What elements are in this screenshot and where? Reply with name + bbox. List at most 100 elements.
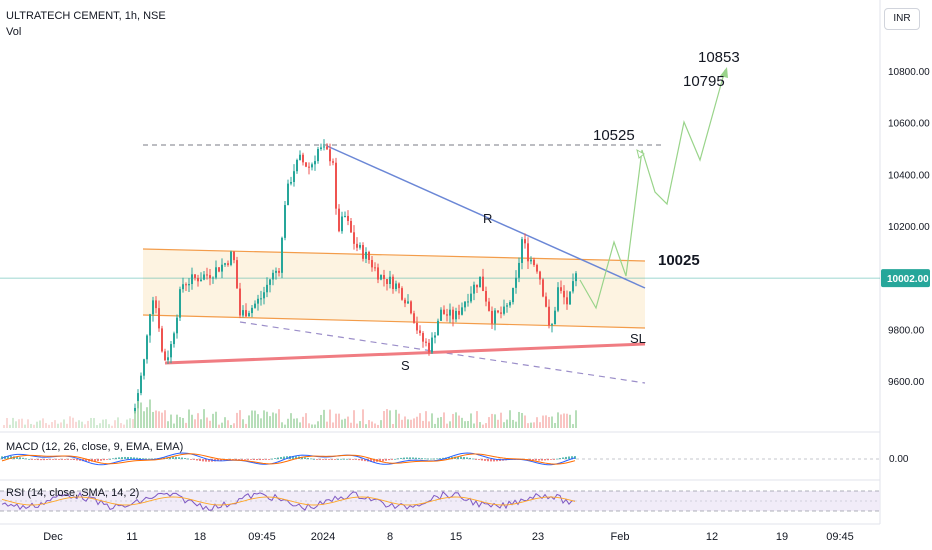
volume-bar [18,419,20,428]
symbol-legend[interactable]: ULTRATECH CEMENT, 1h, NSE [6,10,166,22]
candle-body [137,393,139,408]
price-axis[interactable]: 0.00 10800.00 10600.00 10400.00 10200.00 9800… [881,67,930,465]
volume-bar [503,422,505,428]
candle-body [167,357,169,361]
volume-bar [317,421,319,428]
candle-body [413,313,415,323]
volume-bar [224,417,226,428]
volume-bar [236,412,238,428]
candle-body [380,275,382,280]
time-axis-tick: 19 [776,531,788,543]
volume-bar [515,421,517,428]
volume-bar [527,423,529,428]
volume-bar [443,412,445,428]
macd-histogram-bar [190,459,192,460]
macd-histogram-bar [196,459,198,461]
macd-histogram-bar [556,458,558,460]
volume-bar [446,423,448,428]
volume-bar [281,422,283,428]
volume-legend[interactable]: Vol [6,26,22,38]
macd-histogram-bar [268,459,270,460]
candle-body [467,301,469,303]
candle-body [443,309,445,315]
volume-bar [482,424,484,428]
candle-body [176,317,178,334]
volume-bar [518,411,520,428]
macd-histogram-bar [28,458,30,460]
volume-bar [398,413,400,428]
candle-body [497,310,499,313]
macd-histogram-bar [418,457,420,459]
volume-bar [305,413,307,428]
volume-bar [299,422,301,428]
volume-bar [45,423,47,428]
macd-histogram-bar [280,457,282,459]
macd-histogram-bar [559,458,561,459]
volume-bar [209,420,211,428]
candle-body [314,161,316,165]
volume-bar [332,422,334,428]
volume-bar [173,423,175,428]
target-label-10853: 10853 [698,49,740,66]
volume-bar [509,410,511,428]
currency-button[interactable]: INR [884,8,920,30]
macd-pane[interactable] [0,452,880,466]
rsi-pane[interactable] [0,490,880,512]
macd-histogram-bar [79,459,81,461]
volume-bar [560,414,562,428]
volume-bar [470,413,472,428]
macd-histogram-bar [340,458,342,460]
candle-body [473,284,475,294]
stop-loss-line [164,342,646,365]
volume-bar [530,422,532,428]
candle-body [524,239,526,244]
macd-histogram-bar [205,459,207,462]
macd-histogram-bar [496,459,498,462]
candle-body [422,333,424,342]
candle-body [572,281,574,292]
macd-histogram-bar [475,459,477,460]
candle-body [206,274,208,276]
volume-bar [266,411,268,428]
volume-layer [3,399,577,428]
macd-histogram-bar [487,459,489,462]
macd-histogram-bar [142,458,144,460]
volume-bar [380,420,382,428]
macd-histogram-bar [130,457,132,459]
volume-bar [320,414,322,428]
volume-bar [27,419,29,428]
macd-histogram-bar [37,459,39,461]
time-axis[interactable]: Dec 11 18 09:45 2024 8 15 23 Feb 12 19 09:45 [43,531,854,543]
volume-bar [254,410,256,428]
volume-bar [347,416,349,428]
candle-body [554,310,556,325]
macd-histogram-bar [175,457,177,459]
macd-histogram-bar [316,459,318,460]
volume-bar [272,412,274,428]
volume-bar [230,424,232,428]
candle-body [425,341,427,343]
rsi-legend[interactable]: RSI (14, close, SMA, 14, 2) [6,487,140,499]
volume-bar [84,424,86,428]
macd-histogram-bar [373,459,375,462]
volume-bar [227,420,229,428]
projection-marker [636,148,645,159]
macd-histogram-bar [109,458,111,460]
resistance-line [326,145,646,289]
volume-bar [48,424,50,428]
candle-body [350,220,352,233]
macd-histogram-bar [55,459,57,460]
price-pane[interactable] [0,0,881,525]
volume-bar [323,409,325,428]
candle-body [212,277,214,279]
volume-bar [329,409,331,428]
candle-body [146,335,148,360]
macd-histogram-bar [265,459,267,460]
macd-histogram-bar [421,458,423,459]
macd-legend[interactable]: MACD (12, 26, close, 9, EMA, EMA) [6,441,184,453]
macd-histogram-bar [220,459,222,461]
macd-histogram-bar [1,456,3,459]
time-axis-tick: 8 [387,531,393,543]
candle-body [296,159,298,172]
